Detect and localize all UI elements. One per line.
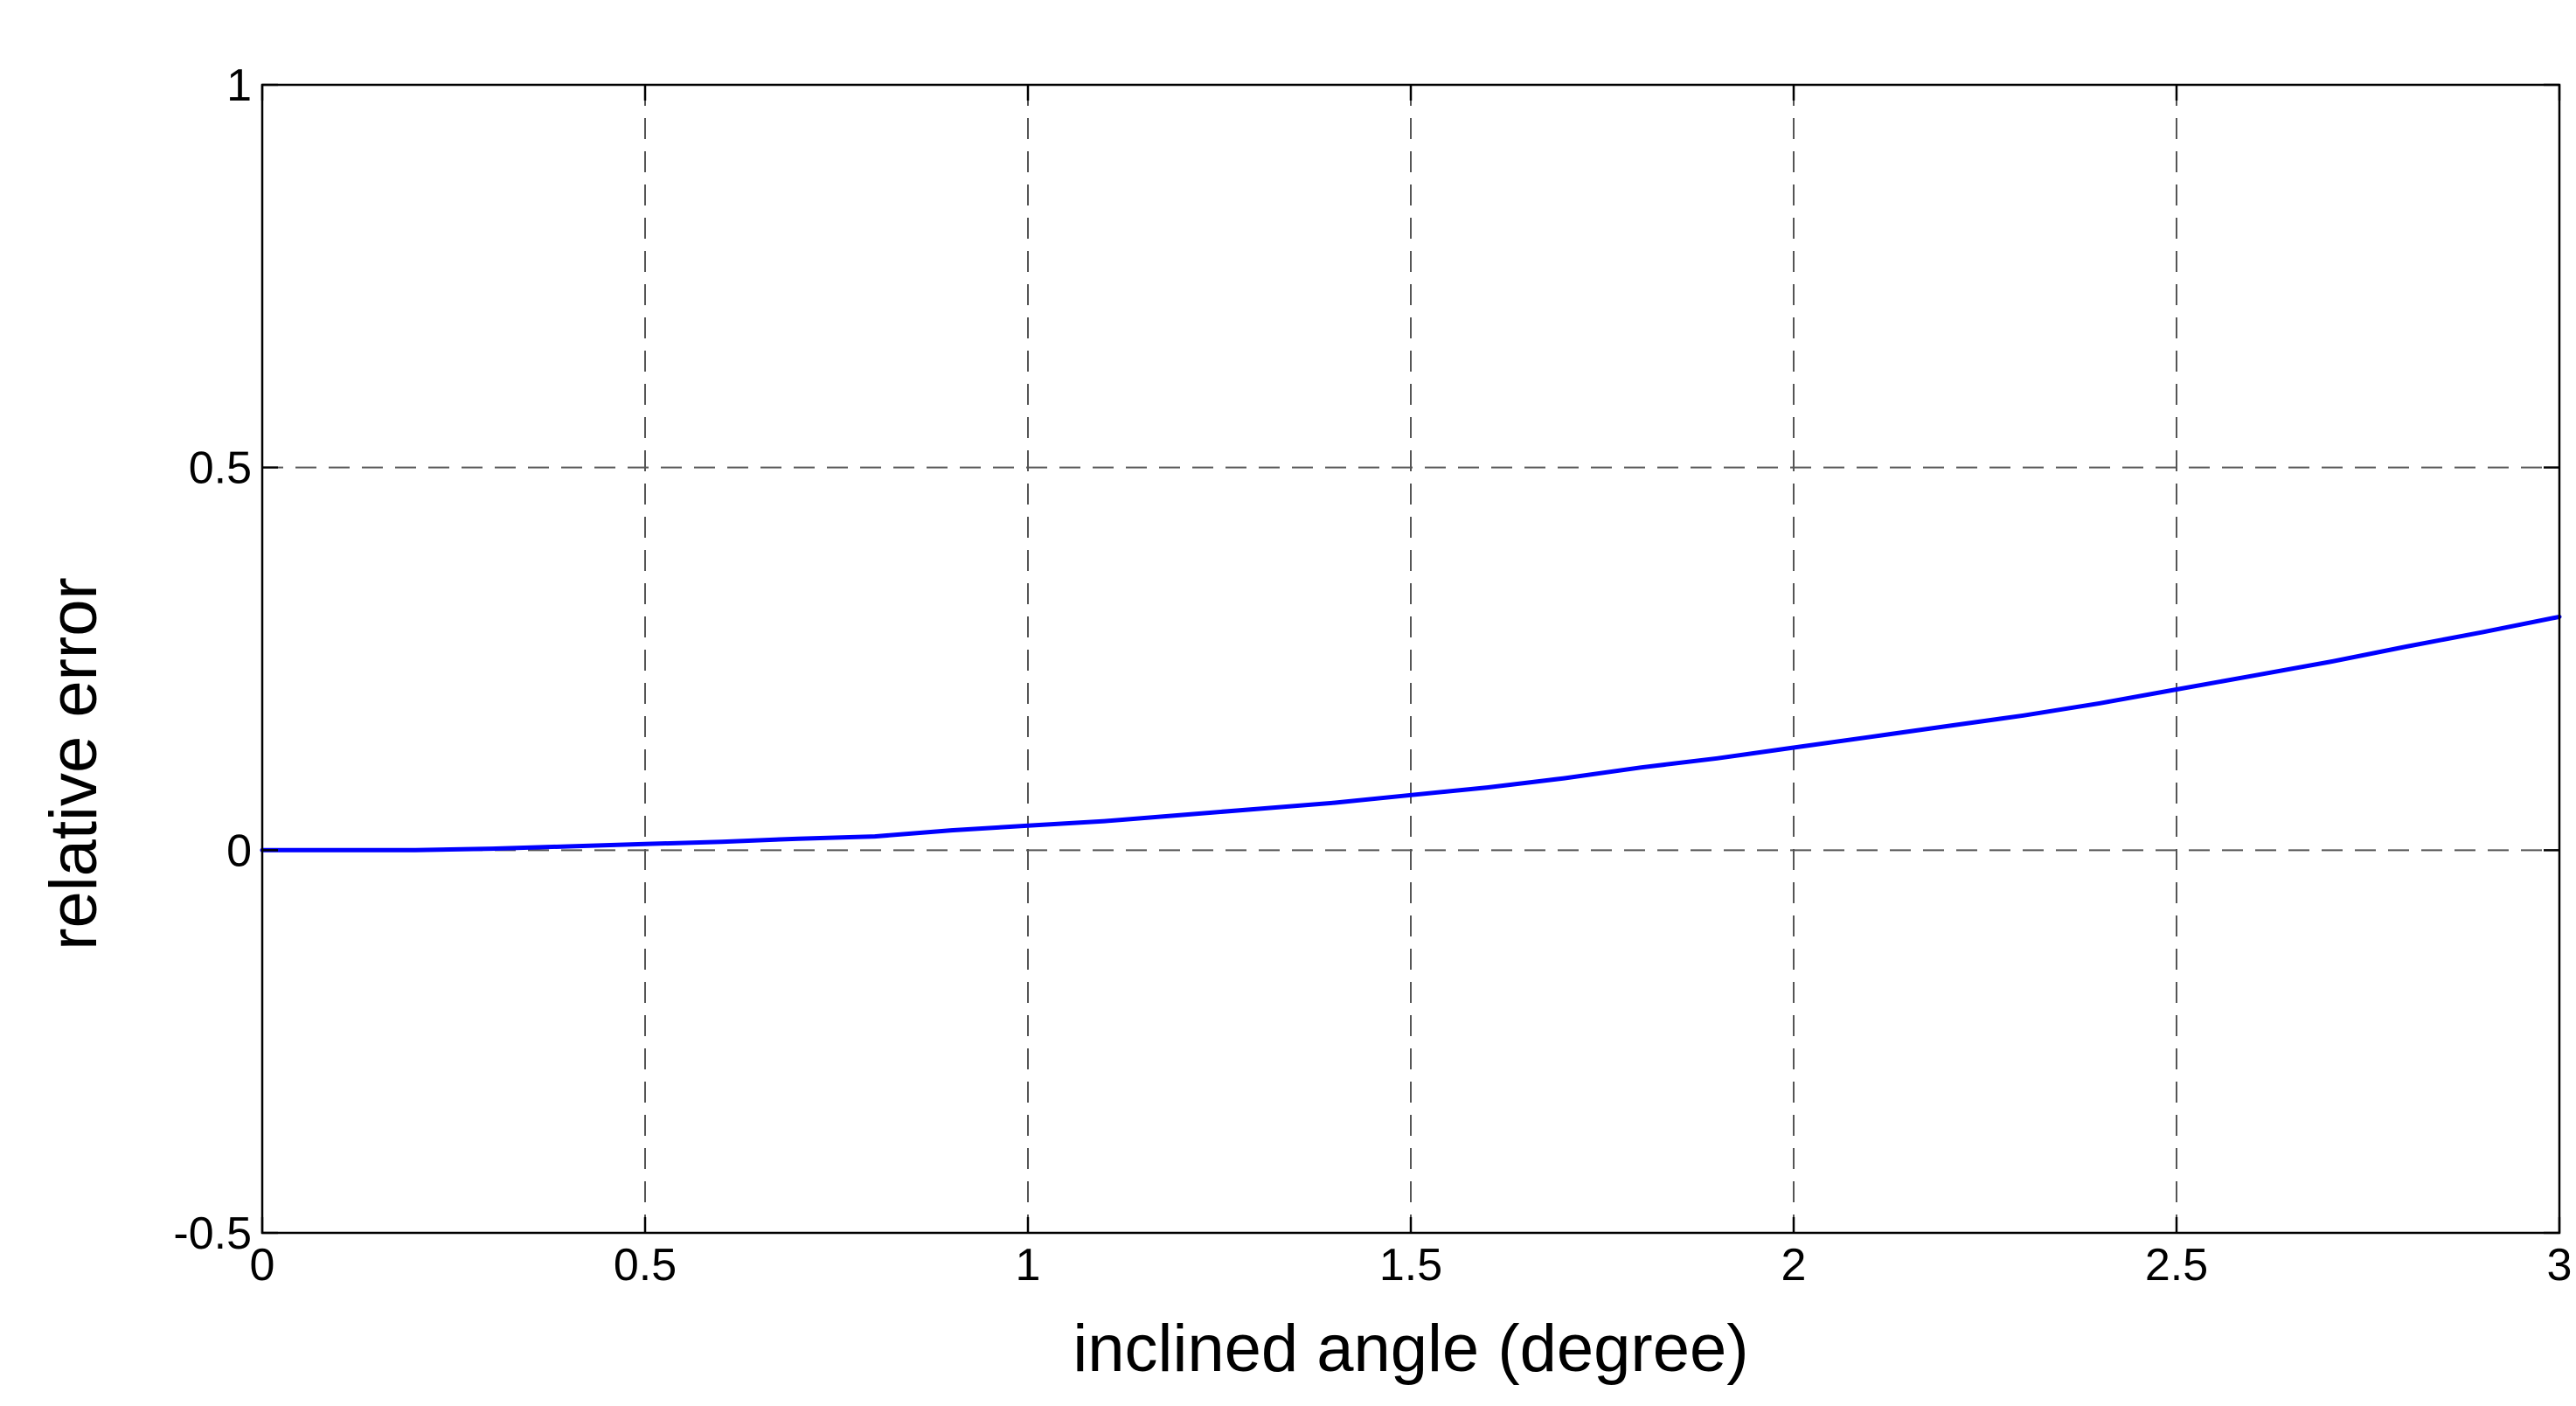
x-tick-label: 1.5 <box>1379 1240 1442 1291</box>
y-tick-label: 0.5 <box>189 443 252 494</box>
y-tick-label: 0 <box>226 825 252 876</box>
series-line <box>260 614 2562 853</box>
x-tick-label: 1 <box>1016 1240 1041 1291</box>
y-tick-label: 1 <box>226 60 252 111</box>
grid <box>262 85 2559 1233</box>
y-axis-title: relative error <box>37 577 111 950</box>
series-layer <box>260 614 2562 853</box>
x-axis-title: inclined angle (degree) <box>1073 1312 1748 1386</box>
x-tick-label: 0 <box>250 1240 275 1291</box>
ticks <box>260 83 2561 1235</box>
x-tick-label: 2 <box>1781 1240 1807 1291</box>
x-tick-labels: 0 0.5 1 1.5 2 2.5 3 <box>250 1240 2573 1291</box>
x-tick-label: 3 <box>2547 1240 2573 1291</box>
x-tick-label: 0.5 <box>614 1240 677 1291</box>
x-tick-label: 2.5 <box>2145 1240 2208 1291</box>
y-tick-labels: -0.5 0 0.5 1 <box>173 60 252 1259</box>
y-tick-label: -0.5 <box>173 1208 252 1259</box>
